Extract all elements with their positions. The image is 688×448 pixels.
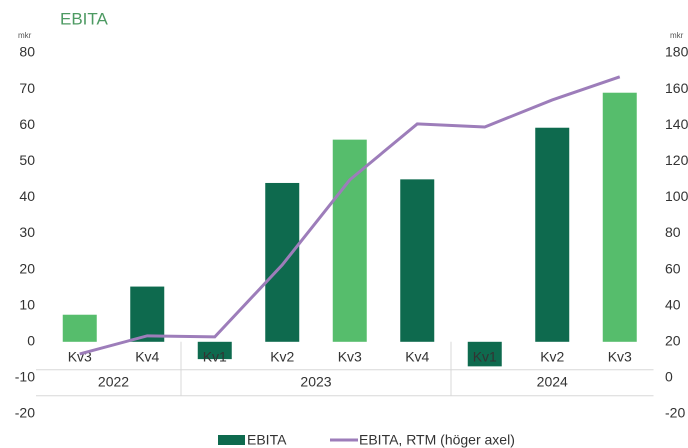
bar <box>197 341 232 360</box>
y2-tick-label: 100 <box>665 188 688 204</box>
y2-unit: mkr <box>670 31 684 40</box>
y-tick-label: 60 <box>19 116 35 132</box>
x-tick-label: Kv1 <box>203 349 227 365</box>
x-tick-label: Kv2 <box>270 349 294 365</box>
y-tick-label: -10 <box>15 369 35 385</box>
y-tick-label: -20 <box>15 405 35 421</box>
bar <box>332 139 367 342</box>
y2-tick-label: 40 <box>665 296 681 312</box>
y2-tick-label: 140 <box>665 116 688 132</box>
bar <box>467 341 502 367</box>
y-tick-label: 40 <box>19 188 35 204</box>
y-tick-label: 80 <box>19 44 35 60</box>
line <box>79 75 621 356</box>
y-tick-label: 30 <box>19 224 35 240</box>
x-tick-label: Kv4 <box>405 349 429 365</box>
x-tick-label: Kv2 <box>540 349 564 365</box>
y2-tick-label: 120 <box>665 152 688 168</box>
y-tick-label: 20 <box>19 260 35 276</box>
bar <box>62 314 97 342</box>
bar <box>400 179 435 342</box>
legend-label: EBITA, RTM (höger axel) <box>359 432 515 448</box>
x-tick-label: Kv1 <box>473 349 497 365</box>
x-tick-label: Kv4 <box>135 349 159 365</box>
y2-tick-label: -20 <box>665 405 685 421</box>
y2-tick-label: 60 <box>665 260 681 276</box>
bar <box>130 286 165 342</box>
group-label: 2024 <box>537 374 568 390</box>
legend-swatch <box>218 435 245 445</box>
bar <box>265 182 300 342</box>
legend-label: EBITA <box>247 432 287 448</box>
y-tick-label: 50 <box>19 152 35 168</box>
y2-tick-label: 160 <box>665 80 688 96</box>
y-tick-label: 10 <box>19 296 35 312</box>
chart-title: EBITA <box>60 9 109 28</box>
y-tick-label: 70 <box>19 80 35 96</box>
y2-tick-label: 20 <box>665 333 681 349</box>
group-label: 2023 <box>300 374 331 390</box>
x-tick-label: Kv3 <box>338 349 362 365</box>
y2-tick-label: 80 <box>665 224 681 240</box>
y-unit: mkr <box>18 31 32 40</box>
group-label: 2022 <box>98 374 129 390</box>
y-tick-label: 0 <box>27 333 35 349</box>
bar <box>602 92 637 342</box>
y2-tick-label: 180 <box>665 44 688 60</box>
x-tick-label: Kv3 <box>608 349 632 365</box>
y2-tick-label: 0 <box>665 369 673 385</box>
bar <box>535 127 570 342</box>
